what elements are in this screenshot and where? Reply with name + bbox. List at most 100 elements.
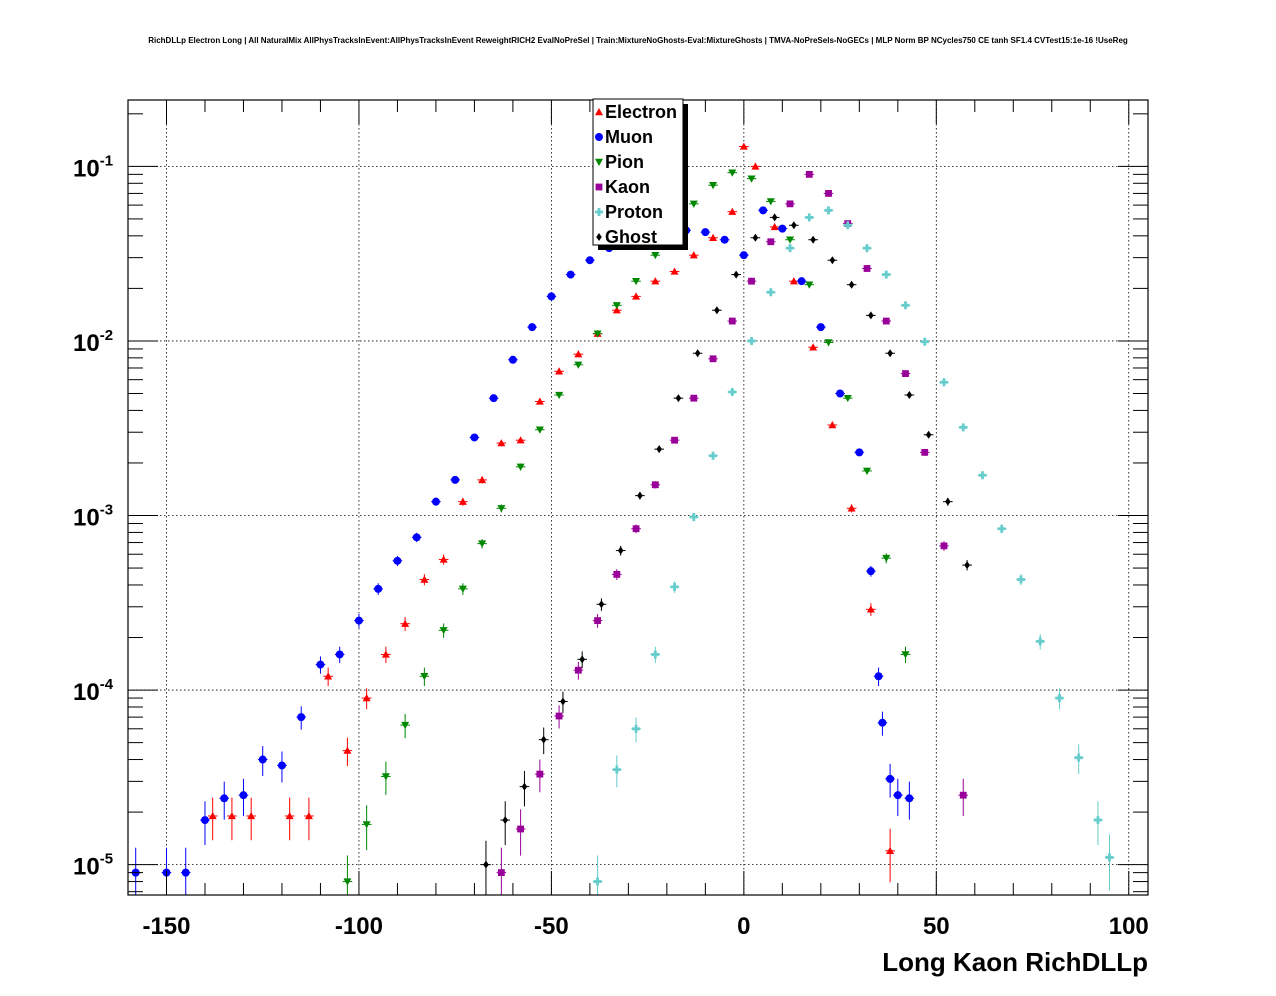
data-point	[675, 394, 682, 403]
y-tick-label: 10-4	[73, 676, 114, 706]
data-point	[547, 292, 556, 301]
data-point	[759, 206, 768, 215]
x-tick-label: -100	[335, 913, 383, 940]
data-point	[720, 235, 729, 244]
data-point	[843, 221, 852, 230]
y-tick-exponent: -1	[100, 152, 113, 169]
data-point	[560, 697, 566, 706]
legend-marker-muon	[595, 133, 603, 141]
y-tick-base: 10	[73, 330, 100, 357]
data-point	[901, 651, 910, 659]
y-tick-base: 10	[73, 679, 100, 706]
y-tick-label: 10-2	[73, 327, 113, 357]
data-point	[882, 554, 891, 563]
data-point	[925, 430, 932, 439]
data-point	[770, 222, 779, 231]
data-point	[470, 433, 479, 442]
data-point	[612, 302, 621, 310]
data-point	[766, 198, 775, 206]
data-point	[656, 445, 662, 454]
data-point	[517, 825, 525, 833]
data-point	[617, 546, 624, 555]
legend-marker-electron	[595, 108, 603, 116]
data-point	[791, 221, 797, 230]
data-point	[670, 267, 679, 275]
grid-lines	[128, 100, 1148, 895]
chart-title: RichDLLp Electron Long | All NaturalMix …	[148, 36, 1128, 45]
data-point	[829, 256, 836, 265]
data-point	[689, 513, 698, 522]
data-point	[809, 343, 818, 351]
data-point	[458, 585, 467, 593]
data-point	[906, 391, 913, 400]
data-point	[920, 337, 929, 346]
axis-ticks	[127, 100, 1148, 895]
data-point	[593, 330, 602, 338]
data-point	[598, 600, 605, 609]
data-point	[393, 556, 402, 565]
data-point	[497, 439, 506, 447]
data-point	[959, 423, 968, 432]
data-point	[297, 713, 306, 722]
data-point	[751, 162, 760, 170]
data-point	[866, 567, 875, 576]
data-point	[227, 811, 236, 820]
y-tick-label: 10-1	[73, 152, 113, 182]
data-point	[690, 394, 698, 402]
data-point	[825, 190, 832, 197]
data-point	[651, 251, 660, 260]
data-point	[810, 235, 816, 244]
data-point	[536, 770, 544, 778]
x-tick-label: 50	[923, 913, 950, 940]
data-point	[304, 811, 313, 820]
legend-entries: Electron Muon Pion Kaon Proton Ghost	[595, 102, 677, 247]
data-point	[594, 617, 601, 625]
data-point	[828, 420, 837, 429]
data-point	[451, 475, 460, 484]
data-point	[420, 575, 429, 583]
data-point	[612, 765, 621, 774]
y-tick-exponent: -3	[100, 502, 113, 519]
data-point	[805, 170, 813, 178]
data-point	[566, 270, 575, 279]
data-point	[343, 878, 352, 886]
data-point	[671, 436, 678, 444]
data-point	[709, 355, 717, 363]
data-point	[343, 746, 352, 754]
data-point	[739, 142, 748, 150]
data-point	[964, 561, 970, 570]
legend-label-proton: Proton	[605, 202, 663, 222]
data-point	[1036, 637, 1045, 646]
data-point	[882, 270, 891, 279]
data-point	[728, 207, 737, 215]
y-tick-label: 10-5	[73, 851, 113, 881]
data-point	[200, 816, 209, 825]
data-point	[220, 794, 229, 803]
y-tick-base: 10	[73, 854, 100, 881]
data-point	[728, 387, 737, 396]
series-pion	[342, 169, 911, 895]
data-point	[316, 660, 325, 669]
data-point	[893, 791, 902, 800]
legend-label-pion: Pion	[605, 152, 644, 172]
data-point	[593, 877, 602, 886]
data-point	[997, 524, 1006, 533]
data-points	[130, 142, 1115, 895]
data-point	[508, 355, 517, 364]
data-point	[786, 200, 794, 208]
data-point	[694, 349, 701, 358]
data-point	[489, 394, 498, 403]
series-kaon	[496, 170, 969, 895]
data-point	[786, 236, 795, 244]
data-point	[535, 397, 544, 405]
x-axis-title: Long Kaon RichDLLp	[882, 947, 1148, 977]
data-point	[789, 277, 798, 285]
legend: Electron Muon Pion Kaon Proton Ghost	[592, 98, 688, 250]
data-point	[555, 391, 564, 400]
data-point	[574, 666, 582, 674]
data-point	[882, 317, 890, 325]
data-point	[728, 169, 737, 177]
data-point	[651, 481, 659, 489]
data-point	[940, 378, 948, 387]
series-proton	[592, 206, 1115, 895]
